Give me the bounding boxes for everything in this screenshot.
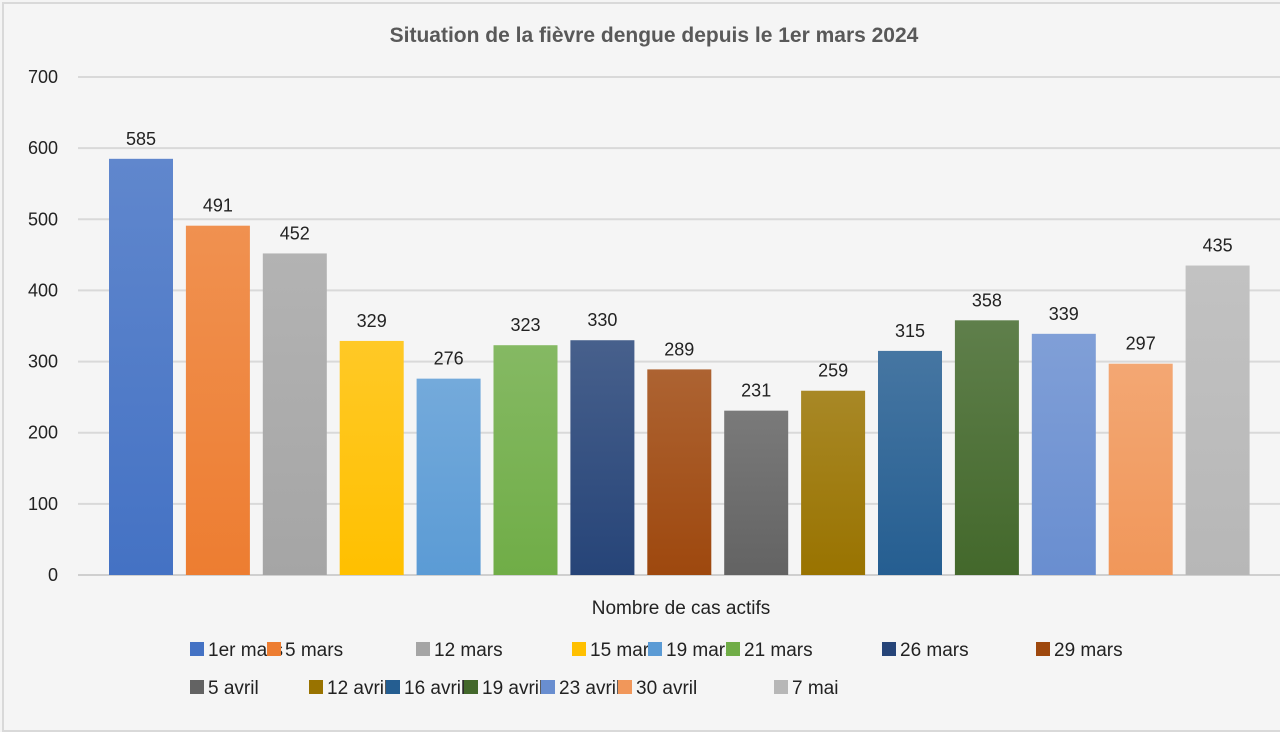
data-label: 231 [741, 381, 771, 401]
bar-19-avril [954, 320, 1019, 575]
legend-label: 12 mars [434, 640, 503, 661]
data-label: 297 [1126, 334, 1156, 354]
chart-title: Situation de la fièvre dengue depuis le … [390, 24, 919, 47]
legend-item: 7 mai [774, 678, 838, 699]
legend-item: 23 avril [541, 678, 620, 699]
bar-5-mars [185, 225, 250, 575]
bar-15-mars [339, 340, 404, 575]
legend-label: 21 mars [744, 640, 813, 661]
legend-label: 16 avril [404, 678, 465, 699]
legend-label: 7 mai [792, 678, 838, 699]
y-axis-ticks: 0 100 200 300 400 500 600 700 [28, 67, 58, 585]
legend-item: 1er mars [190, 640, 283, 661]
legend-swatch [726, 642, 740, 656]
data-label: 358 [972, 290, 1002, 310]
bar-19-mars [416, 378, 481, 575]
legend-swatch [541, 680, 555, 694]
legend-label: 26 mars [900, 640, 969, 661]
legend-item: 15 mars [572, 640, 659, 661]
data-label: 276 [434, 349, 464, 369]
bar-12-mars [262, 253, 327, 576]
legend-swatch [386, 680, 400, 694]
legend-label: 15 mars [590, 640, 659, 661]
bars [109, 158, 1250, 576]
y-tick-label: 700 [28, 67, 58, 87]
legend-item: 21 mars [726, 640, 813, 661]
bar-23-avril [1031, 333, 1096, 575]
bar-16-avril [878, 350, 942, 575]
legend-swatch [572, 642, 586, 656]
legend-label: 5 mars [285, 640, 343, 661]
legend-swatch [416, 642, 430, 656]
legend-item: 19 mars [648, 640, 735, 661]
y-tick-label: 0 [48, 565, 58, 585]
y-tick-label: 200 [28, 423, 58, 443]
data-label: 329 [357, 311, 387, 331]
bar-26-mars [570, 340, 635, 575]
legend-swatch [309, 680, 323, 694]
y-tick-label: 600 [28, 138, 58, 158]
legend-item: 29 mars [1036, 640, 1123, 661]
legend-item: 5 mars [267, 640, 343, 661]
bar-1er-mars [109, 158, 173, 576]
legend-item: 30 avril [618, 678, 697, 699]
legend-swatch [1036, 642, 1050, 656]
data-label: 259 [818, 361, 848, 381]
data-label: 435 [1203, 236, 1233, 256]
legend-label: 23 avril [559, 678, 620, 699]
data-label: 491 [203, 196, 233, 216]
data-label: 330 [587, 310, 617, 330]
legend-item: 12 avril [309, 678, 388, 699]
legend-label: 19 avril [482, 678, 543, 699]
bar-7-mai [1185, 265, 1250, 575]
legend-swatch [464, 680, 478, 694]
legend-item: 5 avril [190, 678, 259, 699]
data-label: 289 [664, 339, 694, 359]
data-label: 315 [895, 321, 925, 341]
legend-swatch [882, 642, 896, 656]
legend-label: 12 avril [327, 678, 388, 699]
legend-item: 26 mars [882, 640, 969, 661]
bar-5-avril [724, 410, 789, 575]
legend-swatch [648, 642, 662, 656]
legend-swatch [774, 680, 788, 694]
data-label: 323 [510, 315, 540, 335]
x-axis-label: Nombre de cas actifs [592, 598, 770, 619]
data-label: 585 [126, 129, 156, 149]
y-tick-label: 300 [28, 352, 58, 372]
y-tick-label: 400 [28, 280, 58, 300]
legend-label: 1er mars [208, 640, 283, 661]
legend-swatch [267, 642, 281, 656]
legend-item: 19 avril [464, 678, 543, 699]
y-tick-label: 500 [28, 209, 58, 229]
bar-29-mars [647, 369, 712, 575]
bar-30-avril [1108, 363, 1173, 575]
legend-swatch [618, 680, 632, 694]
legend-label: 19 mars [666, 640, 735, 661]
data-label: 339 [1049, 304, 1079, 324]
legend-item: 12 mars [416, 640, 503, 661]
legend: 1er mars 5 mars 12 mars 15 mars 19 mars 21 ma… [190, 640, 1123, 699]
legend-label: 5 avril [208, 678, 259, 699]
legend-item: 16 avril [386, 678, 465, 699]
data-label: 452 [280, 223, 310, 243]
bar-12-avril [801, 390, 866, 575]
legend-swatch [190, 642, 204, 656]
bar-21-mars [493, 345, 558, 575]
legend-swatch [190, 680, 204, 694]
y-tick-label: 100 [28, 494, 58, 514]
legend-label: 30 avril [636, 678, 697, 699]
legend-label: 29 mars [1054, 640, 1123, 661]
data-labels: 585 491 452 329 276 323 330 289 231 259 315 358 339 2… [126, 129, 1233, 401]
